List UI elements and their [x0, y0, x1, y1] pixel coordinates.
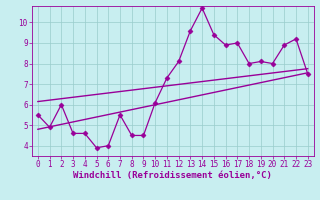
X-axis label: Windchill (Refroidissement éolien,°C): Windchill (Refroidissement éolien,°C) — [73, 171, 272, 180]
